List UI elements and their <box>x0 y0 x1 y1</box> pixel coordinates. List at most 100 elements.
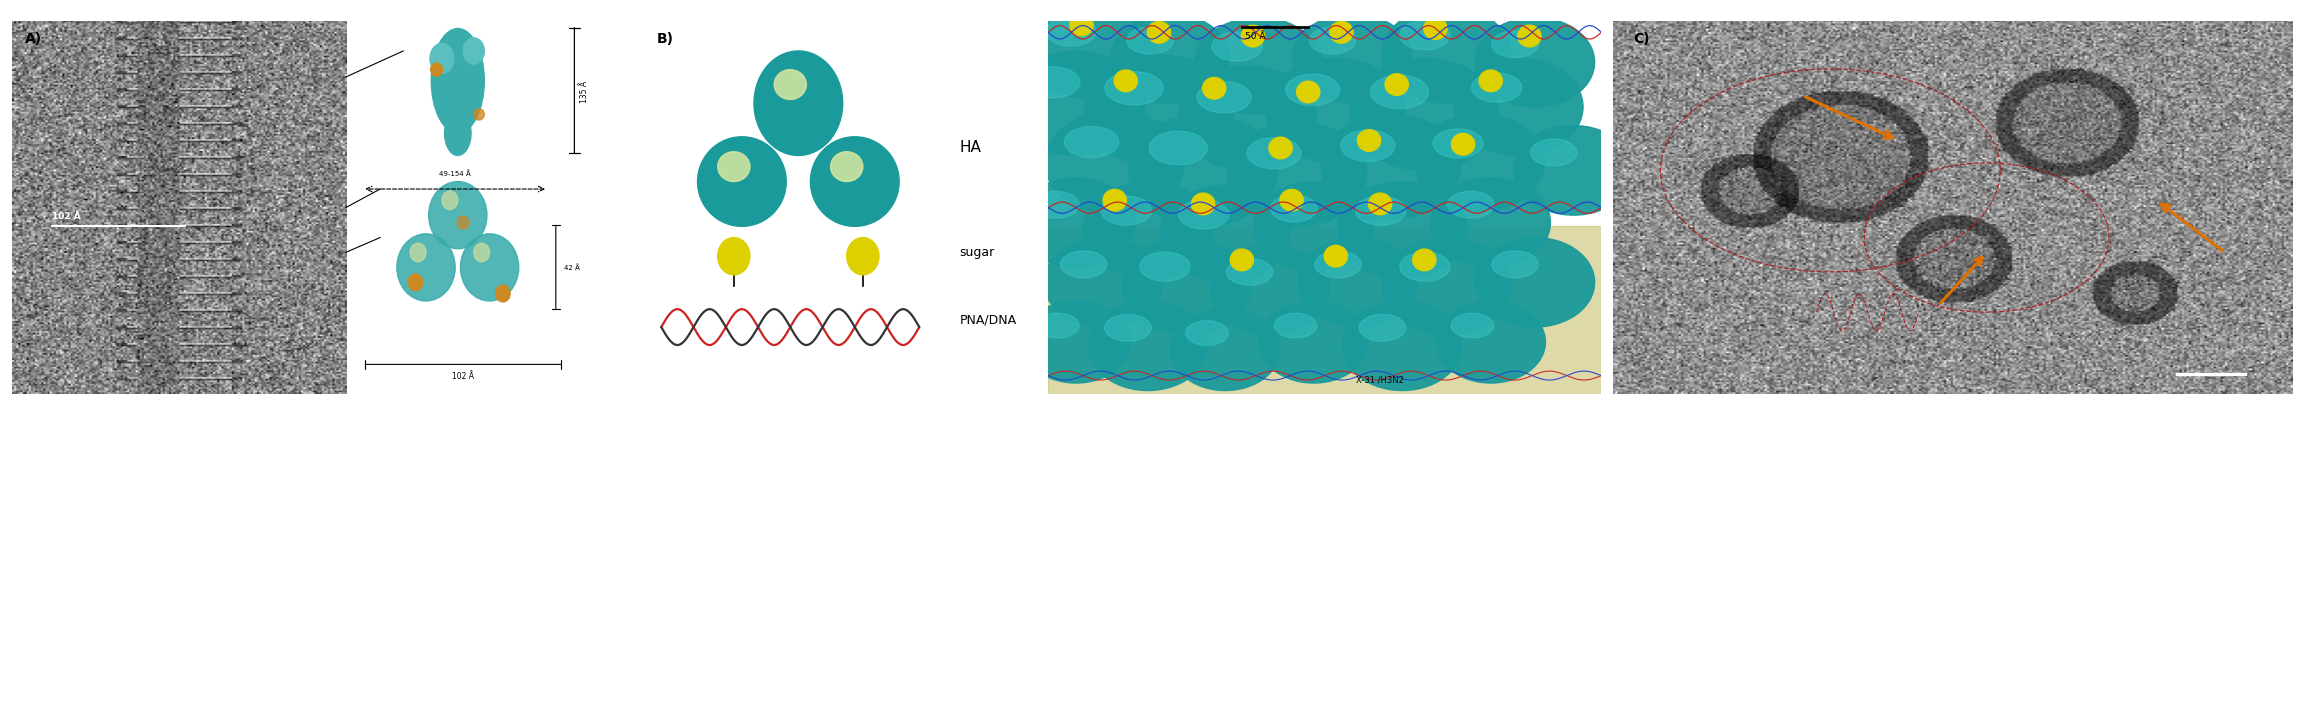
Ellipse shape <box>1191 193 1214 215</box>
Ellipse shape <box>1412 249 1435 271</box>
Ellipse shape <box>1104 189 1127 211</box>
Ellipse shape <box>1046 111 1184 215</box>
Ellipse shape <box>1032 191 1078 218</box>
Ellipse shape <box>429 182 486 249</box>
Text: 49-154 Å: 49-154 Å <box>440 170 470 177</box>
Ellipse shape <box>1230 249 1253 271</box>
Ellipse shape <box>1106 72 1164 105</box>
Ellipse shape <box>1325 246 1348 267</box>
Ellipse shape <box>1491 251 1539 278</box>
Ellipse shape <box>1350 58 1500 170</box>
Ellipse shape <box>1435 301 1546 383</box>
Bar <box>1048 227 1601 394</box>
Ellipse shape <box>1401 252 1449 281</box>
Text: A): A) <box>25 32 41 46</box>
Ellipse shape <box>1343 301 1463 391</box>
Ellipse shape <box>461 234 518 301</box>
Ellipse shape <box>1355 196 1405 225</box>
Ellipse shape <box>1267 58 1405 163</box>
Ellipse shape <box>1431 178 1551 268</box>
Ellipse shape <box>1046 17 1097 46</box>
Ellipse shape <box>1101 196 1152 225</box>
Text: 50 Å: 50 Å <box>1244 32 1265 41</box>
Ellipse shape <box>1122 237 1251 334</box>
Ellipse shape <box>1382 6 1511 103</box>
Text: X-31 /H3N2: X-31 /H3N2 <box>1357 376 1403 385</box>
Ellipse shape <box>1246 137 1302 169</box>
Ellipse shape <box>1479 70 1502 92</box>
Text: 102 Å: 102 Å <box>452 372 475 382</box>
Ellipse shape <box>1415 115 1544 211</box>
Ellipse shape <box>1475 237 1594 327</box>
Ellipse shape <box>1530 139 1576 166</box>
Ellipse shape <box>848 237 880 275</box>
Ellipse shape <box>1177 66 1318 170</box>
Ellipse shape <box>1293 13 1412 103</box>
Ellipse shape <box>431 29 484 133</box>
Ellipse shape <box>1270 137 1293 159</box>
Ellipse shape <box>1150 131 1207 165</box>
Ellipse shape <box>698 137 786 227</box>
Ellipse shape <box>1341 130 1394 161</box>
Ellipse shape <box>1357 130 1380 151</box>
Ellipse shape <box>463 38 484 64</box>
Ellipse shape <box>1491 31 1539 58</box>
Ellipse shape <box>1329 22 1352 43</box>
Ellipse shape <box>1069 14 1092 36</box>
Ellipse shape <box>1147 22 1170 43</box>
Ellipse shape <box>1087 301 1207 391</box>
Ellipse shape <box>1518 25 1541 47</box>
Ellipse shape <box>1447 191 1493 218</box>
Ellipse shape <box>1115 70 1138 92</box>
Text: B): B) <box>657 32 675 46</box>
Ellipse shape <box>1198 82 1251 113</box>
Ellipse shape <box>1514 125 1634 215</box>
Ellipse shape <box>1281 189 1304 211</box>
Ellipse shape <box>1371 75 1428 109</box>
Ellipse shape <box>1212 32 1263 61</box>
Ellipse shape <box>1369 193 1392 215</box>
Ellipse shape <box>1475 18 1594 107</box>
Ellipse shape <box>1316 251 1362 278</box>
Ellipse shape <box>1382 237 1511 334</box>
Ellipse shape <box>1297 81 1320 103</box>
Ellipse shape <box>719 151 751 182</box>
Ellipse shape <box>456 216 470 229</box>
Text: PNA/DNA: PNA/DNA <box>958 313 1016 326</box>
Ellipse shape <box>1433 129 1484 158</box>
Ellipse shape <box>1253 182 1373 271</box>
Ellipse shape <box>1129 115 1279 227</box>
Ellipse shape <box>753 51 843 156</box>
Ellipse shape <box>1104 315 1152 341</box>
Ellipse shape <box>1452 134 1475 155</box>
Text: 135 Å: 135 Å <box>581 81 590 103</box>
Text: HA: HA <box>958 141 982 156</box>
Ellipse shape <box>829 151 862 182</box>
Ellipse shape <box>1127 27 1173 54</box>
Ellipse shape <box>1210 245 1329 334</box>
Ellipse shape <box>1007 51 1145 156</box>
Ellipse shape <box>1037 313 1078 338</box>
Ellipse shape <box>1385 74 1408 95</box>
Ellipse shape <box>1140 252 1191 281</box>
Ellipse shape <box>719 237 751 275</box>
Ellipse shape <box>1083 182 1212 279</box>
Ellipse shape <box>1309 27 1355 54</box>
Ellipse shape <box>1322 114 1461 219</box>
Text: 102 Å: 102 Å <box>51 212 81 221</box>
Ellipse shape <box>1452 313 1493 338</box>
Ellipse shape <box>475 109 484 120</box>
Text: 42 Å: 42 Å <box>564 264 581 271</box>
Ellipse shape <box>1180 200 1228 229</box>
Ellipse shape <box>1064 126 1117 158</box>
Ellipse shape <box>1258 301 1369 383</box>
Ellipse shape <box>396 234 456 301</box>
Ellipse shape <box>1424 18 1447 39</box>
Ellipse shape <box>431 44 454 73</box>
Ellipse shape <box>410 243 426 262</box>
Ellipse shape <box>1028 2 1157 99</box>
Ellipse shape <box>774 70 806 99</box>
Ellipse shape <box>1111 13 1230 103</box>
Ellipse shape <box>442 191 458 210</box>
Ellipse shape <box>1021 301 1131 383</box>
